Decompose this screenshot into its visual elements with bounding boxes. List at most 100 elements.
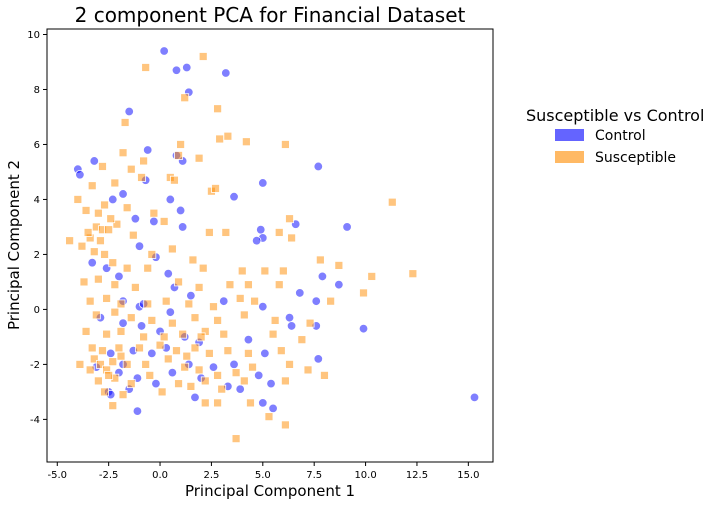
susceptible-point <box>110 307 120 317</box>
susceptible-point <box>315 255 325 265</box>
plot-frame <box>46 28 494 463</box>
susceptible-point <box>118 390 128 400</box>
susceptible-point <box>213 370 222 380</box>
control-point <box>358 323 369 334</box>
susceptible-point <box>178 329 188 339</box>
control-point <box>87 257 97 268</box>
susceptible-point <box>159 332 169 342</box>
control-point <box>130 213 141 224</box>
control-point <box>317 271 328 282</box>
susceptible-point <box>104 225 114 235</box>
y-tick-label: 2 <box>34 250 40 261</box>
susceptible-point <box>241 137 251 147</box>
susceptible-point <box>118 148 128 158</box>
susceptible-point <box>287 233 296 243</box>
susceptible-point <box>182 351 192 361</box>
susceptible-point <box>186 381 196 391</box>
control-point <box>89 156 99 166</box>
susceptible-point <box>141 360 151 369</box>
susceptible-point <box>174 379 183 389</box>
susceptible-point <box>248 362 257 372</box>
control-point <box>143 145 153 155</box>
susceptible-point <box>213 104 222 114</box>
susceptible-point <box>100 200 109 210</box>
control-point <box>258 398 268 408</box>
susceptible-point <box>326 296 336 306</box>
susceptible-point <box>239 376 249 386</box>
susceptible-point <box>87 181 97 191</box>
susceptible-point <box>231 434 241 444</box>
control-point <box>266 378 276 389</box>
susceptible-point <box>174 151 183 160</box>
susceptible-point <box>213 316 222 325</box>
control-point <box>229 359 239 370</box>
x-tick-label: 10.0 <box>354 470 376 481</box>
control-point <box>286 321 297 331</box>
susceptible-point <box>281 376 290 386</box>
susceptible-point <box>274 280 284 290</box>
control-point <box>165 307 176 317</box>
control-point <box>469 392 480 403</box>
susceptible-point <box>122 203 132 213</box>
susceptible-point <box>334 261 344 270</box>
legend: Susceptible vs Control Control Susceptib… <box>526 106 704 166</box>
control-point <box>186 290 196 301</box>
control-point <box>75 170 85 180</box>
susceptible-point <box>139 332 148 342</box>
susceptible-point <box>104 370 114 380</box>
control-point <box>229 192 239 202</box>
control-point <box>136 321 147 331</box>
susceptible-point <box>285 214 294 224</box>
susceptible-point <box>108 258 118 268</box>
control-point <box>313 161 323 172</box>
series-susceptible-points <box>65 52 418 444</box>
control-point <box>165 194 176 205</box>
susceptible-point <box>73 195 83 204</box>
susceptible-point <box>98 162 107 171</box>
susceptible-point <box>174 277 183 287</box>
susceptible-point <box>143 263 153 273</box>
control-point <box>114 271 124 282</box>
susceptible-point <box>223 131 233 141</box>
control-point <box>159 46 169 56</box>
susceptible-point <box>114 343 124 353</box>
susceptible-point <box>126 164 136 174</box>
susceptible-point <box>244 280 253 290</box>
susceptible-point <box>128 230 138 240</box>
susceptible-point <box>204 349 214 358</box>
x-tick-label: 2.5 <box>203 470 219 481</box>
susceptible-point <box>85 365 95 375</box>
susceptible-point <box>83 228 93 237</box>
control-point <box>167 367 178 378</box>
x-tick-label: -5.0 <box>48 470 68 481</box>
susceptible-point <box>281 420 290 430</box>
susceptible-point <box>143 299 153 309</box>
susceptible-point <box>180 93 190 103</box>
susceptible-point <box>297 335 307 345</box>
susceptible-point <box>112 219 122 229</box>
susceptible-point <box>246 398 255 408</box>
control-point <box>221 68 231 78</box>
susceptible-point <box>155 340 165 350</box>
susceptible-point <box>190 343 200 353</box>
susceptible-point <box>147 250 157 259</box>
susceptible-point <box>100 250 109 259</box>
chart-title: 2 component PCA for Financial Dataset <box>75 3 466 27</box>
susceptible-point <box>188 255 198 265</box>
susceptible-point <box>221 228 231 237</box>
y-tick-label: 0 <box>34 305 40 316</box>
susceptible-point <box>408 269 418 279</box>
control-point <box>163 268 173 279</box>
susceptible-point <box>126 379 136 389</box>
control-point <box>182 62 192 73</box>
susceptible-point <box>231 368 241 378</box>
susceptible-point <box>96 236 105 246</box>
susceptible-point <box>89 354 99 364</box>
control-point <box>258 178 268 188</box>
susceptible-point <box>102 329 112 339</box>
y-tick-label: 4 <box>34 195 40 206</box>
x-tick-label: 5.0 <box>255 470 271 481</box>
susceptible-point <box>116 351 126 361</box>
susceptible-point <box>79 277 89 287</box>
control-point <box>171 65 182 75</box>
